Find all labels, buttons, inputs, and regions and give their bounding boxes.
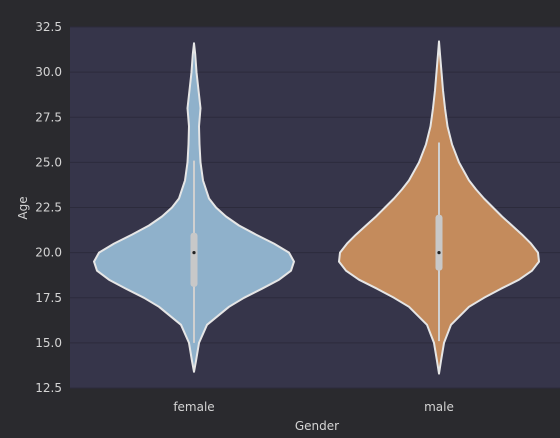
iqr-box-male [435, 214, 443, 271]
y-tick-label: 22.5 [35, 201, 62, 215]
x-tick-label: male [424, 400, 454, 414]
y-tick-label: 12.5 [35, 381, 62, 395]
y-tick-label: 32.5 [35, 20, 62, 34]
iqr-box-female [190, 232, 198, 287]
y-tick-label: 15.0 [35, 336, 62, 350]
y-tick-label: 20.0 [35, 246, 62, 260]
x-axis-label: Gender [295, 419, 339, 433]
y-tick-label: 27.5 [35, 110, 62, 124]
x-axis-ticks: female male [173, 400, 454, 414]
median-marker-female [192, 251, 196, 255]
y-axis-label: Age [16, 196, 30, 219]
x-tick-label: female [173, 400, 214, 414]
median-marker-male [437, 251, 441, 255]
y-tick-label: 17.5 [35, 291, 62, 305]
y-tick-label: 30.0 [35, 65, 62, 79]
violins [93, 40, 540, 375]
y-axis-ticks: 12.5 15.0 17.5 20.0 22.5 25.0 27.5 30.0 32.5 [35, 20, 62, 395]
y-tick-label: 25.0 [35, 155, 62, 169]
